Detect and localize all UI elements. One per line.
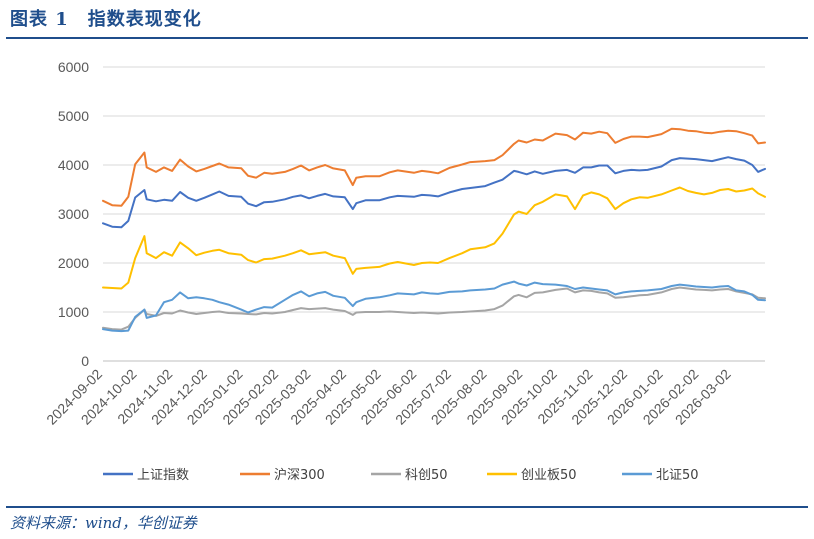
- legend-label: 北证50: [656, 468, 699, 483]
- x-axis-ticks: 2024-09-022024-10-022024-11-022024-12-02…: [43, 366, 734, 428]
- legend: 上证指数 沪深300 科创50 创业板50 北证50: [103, 467, 699, 483]
- series-line-4: [102, 280, 766, 333]
- legend-label: 上证指数: [137, 468, 189, 483]
- series-lines: [102, 127, 766, 333]
- legend-label: 创业板50: [521, 468, 577, 483]
- bottom-rule: [6, 506, 808, 508]
- series-line-0: [102, 156, 766, 229]
- y-tick-label: 5000: [58, 108, 89, 124]
- figure-header: 图表 1 指数表现变化: [0, 0, 814, 40]
- y-tick-label: 6000: [58, 59, 89, 75]
- legend-label: 沪深300: [274, 467, 325, 483]
- source-note: 资料来源：wind，华创证券: [10, 514, 197, 532]
- figure-title: 图表 1 指数表现变化: [10, 9, 202, 30]
- y-tick-label: 3000: [58, 206, 89, 222]
- series-line-1: [102, 127, 766, 207]
- series-line-3: [102, 186, 766, 290]
- y-tick-label: 4000: [58, 157, 89, 173]
- gridlines: [103, 66, 765, 362]
- y-axis-ticks: 0 1000 2000 3000 4000 5000 6000: [58, 59, 89, 369]
- line-chart: 0 1000 2000 3000 4000 5000 6000 2024-09-022024…: [43, 59, 766, 483]
- y-tick-label: 2000: [58, 255, 89, 271]
- legend-label: 科创50: [405, 468, 448, 483]
- y-tick-label: 1000: [58, 304, 89, 320]
- top-rule: [6, 37, 808, 39]
- series-line-2: [102, 286, 766, 331]
- y-tick-label: 0: [81, 353, 89, 369]
